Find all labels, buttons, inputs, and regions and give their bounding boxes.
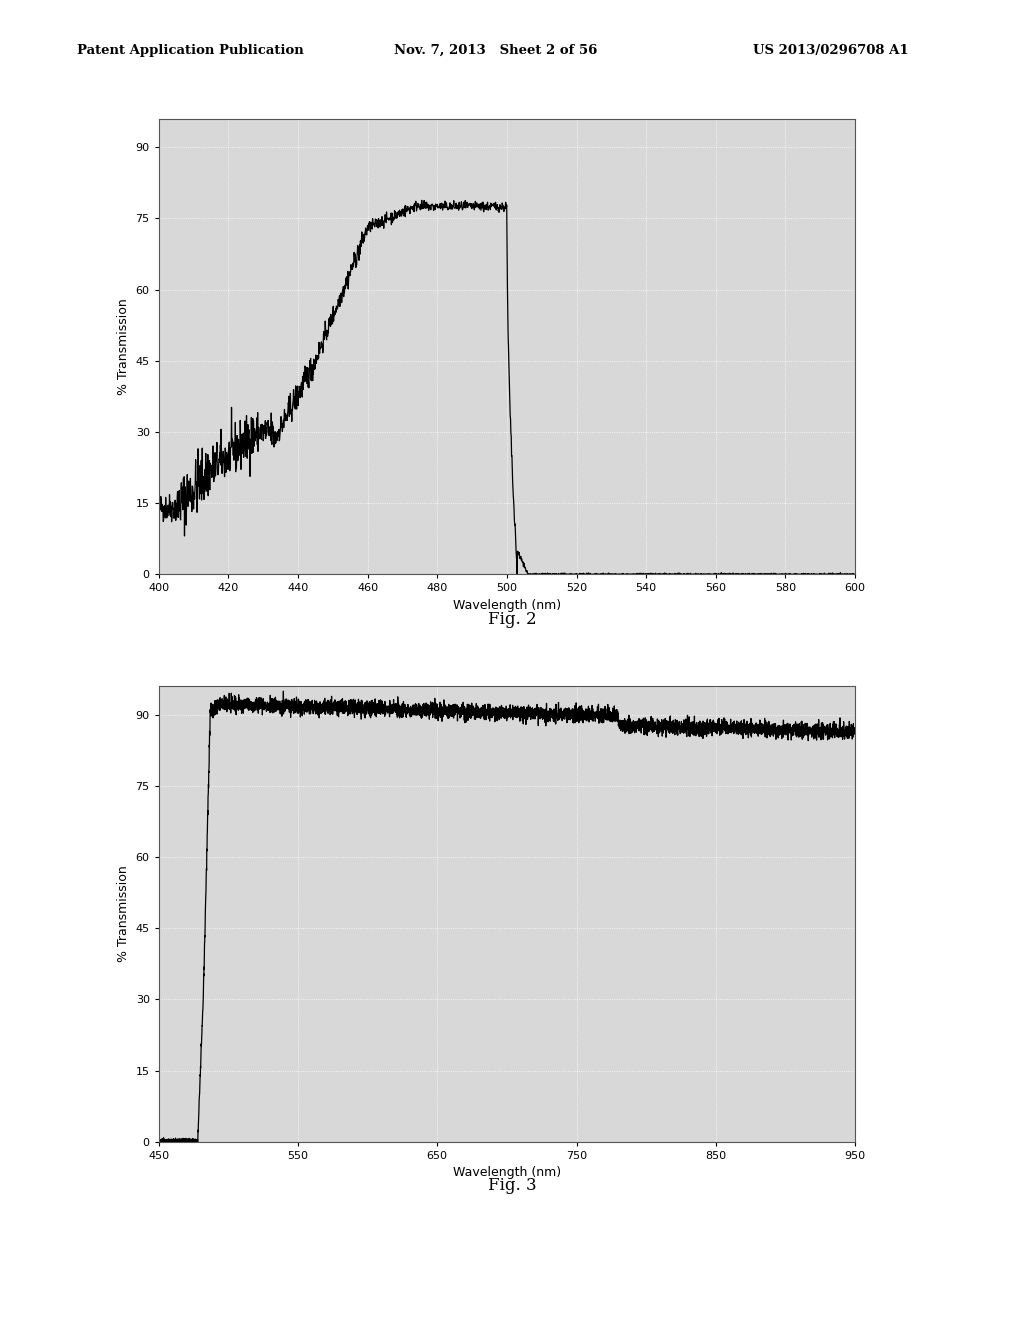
X-axis label: Wavelength (nm): Wavelength (nm) — [453, 1167, 561, 1179]
Y-axis label: % Transmission: % Transmission — [117, 866, 130, 962]
Text: Nov. 7, 2013   Sheet 2 of 56: Nov. 7, 2013 Sheet 2 of 56 — [394, 44, 598, 57]
Text: Fig. 2: Fig. 2 — [487, 611, 537, 628]
Text: Fig. 3: Fig. 3 — [487, 1177, 537, 1195]
Y-axis label: % Transmission: % Transmission — [117, 298, 130, 395]
Text: Patent Application Publication: Patent Application Publication — [77, 44, 303, 57]
X-axis label: Wavelength (nm): Wavelength (nm) — [453, 599, 561, 611]
Text: US 2013/0296708 A1: US 2013/0296708 A1 — [753, 44, 908, 57]
